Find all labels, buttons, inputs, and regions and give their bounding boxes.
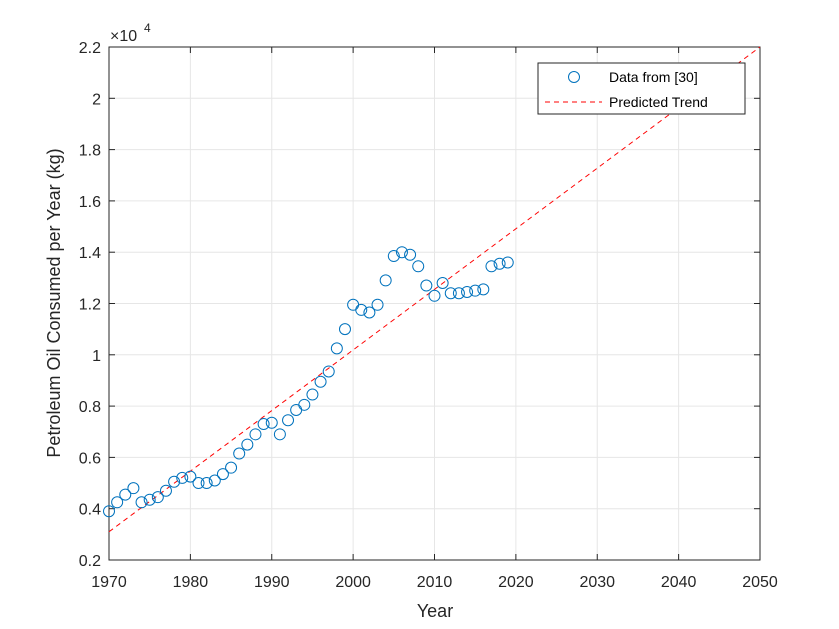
- data-point: [501, 256, 514, 269]
- data-point: [168, 475, 181, 488]
- data-point: [355, 303, 368, 316]
- data-point: [103, 505, 115, 518]
- data-point: [428, 289, 441, 302]
- data-point: [225, 461, 238, 474]
- data-point: [241, 438, 254, 451]
- y-multiplier-exponent: 4: [144, 21, 151, 35]
- x-tick-label: 2050: [742, 574, 778, 591]
- y-tick-label: 2.2: [79, 40, 101, 57]
- data-point: [436, 276, 449, 289]
- data-point: [314, 375, 327, 388]
- y-multiplier-base: ×10: [110, 28, 137, 45]
- data-point: [485, 260, 498, 273]
- data-point: [135, 496, 148, 509]
- data-point: [412, 260, 425, 273]
- data-point: [404, 248, 417, 261]
- data-point: [363, 306, 376, 319]
- data-point: [330, 342, 343, 355]
- x-tick-label: 2010: [417, 574, 453, 591]
- series: [103, 46, 761, 533]
- data-point: [282, 414, 295, 427]
- y-tick-label: 1: [92, 348, 101, 365]
- data-point: [216, 468, 229, 481]
- data-point: [306, 388, 319, 401]
- data-point: [151, 491, 164, 504]
- x-axis-title: Year: [417, 601, 453, 621]
- y-tick-label: 1.6: [79, 194, 101, 211]
- data-point: [200, 477, 213, 490]
- y-tick-label: 1.2: [79, 297, 101, 314]
- y-tick-label: 2: [92, 91, 101, 108]
- data-point: [143, 493, 156, 506]
- y-multiplier: ×10 4: [110, 21, 151, 45]
- x-tick-label: 2040: [661, 574, 697, 591]
- data-point: [257, 418, 270, 431]
- x-tick-label: 1980: [173, 574, 209, 591]
- x-tick-label: 2020: [498, 574, 534, 591]
- legend-marker-data: [568, 71, 580, 83]
- y-tick-label: 0.6: [79, 450, 101, 467]
- x-tick-label: 2030: [579, 574, 615, 591]
- y-tick-label: 0.4: [79, 502, 101, 519]
- y-tick-label: 0.2: [79, 553, 101, 570]
- data-point: [184, 470, 197, 483]
- data-point: [395, 246, 408, 259]
- data-point: [208, 474, 221, 487]
- data-point: [420, 279, 433, 292]
- x-tick-label: 1990: [254, 574, 290, 591]
- data-point: [452, 287, 465, 300]
- data-point: [159, 484, 172, 497]
- tick-labels: 1970 1980 1990 2000 2010 2020 2030 2040 2050 0.2 0…: [79, 40, 778, 591]
- data-point: [469, 284, 482, 297]
- data-point: [493, 257, 506, 270]
- data-point: [127, 482, 140, 495]
- data-point: [265, 416, 278, 429]
- data-point: [192, 477, 205, 490]
- data-point: [338, 323, 351, 336]
- data-point: [387, 250, 400, 263]
- legend: Data from [30] Predicted Trend: [537, 62, 746, 115]
- y-tick-label: 1.4: [79, 245, 101, 262]
- data-point: [477, 283, 490, 296]
- data-point: [119, 488, 132, 501]
- data-point: [176, 471, 189, 484]
- data-point: [249, 428, 262, 441]
- data-point: [111, 496, 124, 509]
- x-tick-label: 1970: [91, 574, 127, 591]
- trend-line: [108, 46, 761, 533]
- y-tick-label: 1.8: [79, 143, 101, 160]
- data-point: [273, 428, 286, 441]
- legend-label-trend: Predicted Trend: [609, 94, 708, 110]
- y-axis-title: Petroleum Oil Consumed per Year (kg): [44, 148, 64, 457]
- data-point: [379, 274, 392, 287]
- axes: [108, 46, 761, 561]
- data-point: [322, 365, 335, 378]
- data-point: [233, 447, 246, 460]
- x-tick-label: 2000: [335, 574, 371, 591]
- data-point: [444, 287, 457, 300]
- legend-label-data: Data from [30]: [609, 69, 698, 85]
- grid: [108, 46, 761, 561]
- data-point: [298, 398, 311, 411]
- data-point: [461, 285, 474, 298]
- data-point: [371, 298, 384, 311]
- y-tick-label: 0.8: [79, 399, 101, 416]
